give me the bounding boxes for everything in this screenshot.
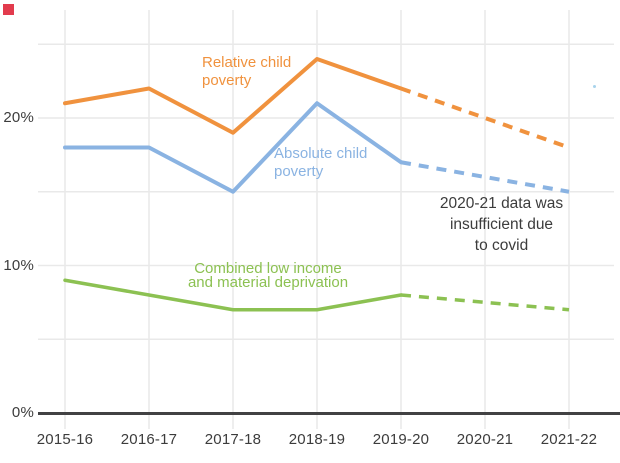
label-line: Absolute child bbox=[274, 145, 368, 162]
x-tick-2017-18: 2017-18 bbox=[204, 431, 262, 448]
x-tick-2015-16: 2015-16 bbox=[36, 431, 94, 448]
x-tick-2016-17: 2016-17 bbox=[120, 431, 178, 448]
label-line: Combined low income bbox=[194, 260, 342, 277]
label-line: poverty bbox=[202, 72, 252, 89]
covid-data-annotation: 2020-21 data was insufficient due to cov… bbox=[424, 193, 579, 256]
stray-dot bbox=[593, 85, 596, 88]
annotation-line: to covid bbox=[474, 237, 529, 254]
label-line: and material deprivation bbox=[187, 274, 349, 291]
label-absolute-child-poverty: Absolute child poverty bbox=[274, 145, 367, 181]
x-tick-2019-20: 2019-20 bbox=[372, 431, 430, 448]
y-tick-0pct: 0% bbox=[11, 404, 34, 421]
label-combined-low-income: Combined low income and material depriva… bbox=[175, 260, 361, 291]
y-tick-20pct: 20% bbox=[3, 109, 34, 126]
label-line: Relative child bbox=[202, 54, 292, 71]
x-tick-2021-22: 2021-22 bbox=[540, 431, 598, 448]
x-tick-2018-19: 2018-19 bbox=[288, 431, 346, 448]
series-lines bbox=[63, 57, 570, 312]
gridlines bbox=[38, 10, 614, 429]
x-tick-2020-21: 2020-21 bbox=[456, 431, 514, 448]
red-corner-marker bbox=[3, 4, 14, 15]
x-axis-labels: 2015-16 2016-17 2017-18 2018-19 2019-20 2020-… bbox=[0, 431, 620, 455]
y-tick-10pct: 10% bbox=[3, 256, 34, 274]
label-relative-child-poverty: Relative child poverty bbox=[202, 54, 291, 90]
annotation-line: insufficient due bbox=[449, 216, 554, 233]
label-line: poverty bbox=[274, 163, 324, 180]
annotation-line: 2020-21 data was bbox=[439, 195, 564, 212]
